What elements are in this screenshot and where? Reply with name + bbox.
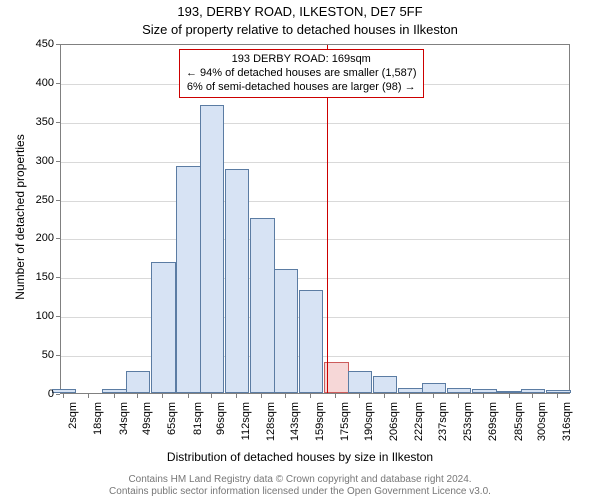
x-tick-mark	[285, 394, 286, 398]
y-tick-label: 300	[20, 155, 54, 167]
histogram-bar	[348, 371, 372, 393]
x-tick-label: 18sqm	[92, 402, 104, 462]
y-axis-label-container: Number of detached properties	[0, 0, 20, 500]
histogram-bar	[274, 269, 298, 393]
y-tick-mark	[56, 394, 60, 395]
histogram-bar	[497, 391, 521, 393]
x-tick-mark	[557, 394, 558, 398]
histogram-bar	[151, 262, 175, 393]
annotation-line: ← 94% of detached houses are smaller (1,…	[186, 67, 417, 81]
x-tick-mark	[162, 394, 163, 398]
x-tick-label: 34sqm	[118, 402, 130, 462]
y-tick-mark	[56, 238, 60, 239]
x-tick-mark	[261, 394, 262, 398]
y-axis-label: Number of detached properties	[13, 117, 27, 317]
attribution-footer: Contains HM Land Registry data © Crown c…	[0, 474, 600, 498]
footer-line-2: Contains public sector information licen…	[0, 486, 600, 498]
x-tick-label: 159sqm	[314, 402, 326, 462]
grid-line	[61, 239, 569, 240]
x-tick-mark	[88, 394, 89, 398]
x-tick-mark	[409, 394, 410, 398]
y-tick-mark	[56, 44, 60, 45]
x-tick-label: 269sqm	[487, 402, 499, 462]
chart-title-main: 193, DERBY ROAD, ILKESTON, DE7 5FF	[0, 4, 600, 19]
histogram-bar	[422, 383, 446, 393]
x-tick-mark	[310, 394, 311, 398]
y-tick-mark	[56, 277, 60, 278]
histogram-bar	[126, 371, 150, 393]
y-tick-mark	[56, 161, 60, 162]
x-tick-mark	[532, 394, 533, 398]
grid-line	[61, 278, 569, 279]
x-tick-mark	[458, 394, 459, 398]
x-tick-mark	[433, 394, 434, 398]
x-tick-label: 81sqm	[192, 402, 204, 462]
y-tick-mark	[56, 316, 60, 317]
grid-line	[61, 201, 569, 202]
histogram-bar	[102, 389, 126, 393]
x-tick-label: 316sqm	[561, 402, 573, 462]
histogram-bar	[299, 290, 323, 393]
histogram-bar	[176, 166, 200, 393]
x-tick-label: 285sqm	[513, 402, 525, 462]
x-tick-label: 253sqm	[462, 402, 474, 462]
x-tick-label: 237sqm	[437, 402, 449, 462]
histogram-bar	[225, 169, 249, 393]
x-tick-mark	[335, 394, 336, 398]
x-tick-mark	[188, 394, 189, 398]
y-tick-mark	[56, 200, 60, 201]
y-tick-label: 100	[20, 310, 54, 322]
x-tick-label: 96sqm	[215, 402, 227, 462]
footer-line-1: Contains HM Land Registry data © Crown c…	[0, 474, 600, 486]
annotation-box: 193 DERBY ROAD: 169sqm← 94% of detached …	[179, 49, 424, 98]
x-tick-mark	[359, 394, 360, 398]
histogram-bar	[250, 218, 274, 393]
y-tick-label: 400	[20, 77, 54, 89]
y-tick-mark	[56, 355, 60, 356]
x-tick-label: 175sqm	[339, 402, 351, 462]
y-tick-mark	[56, 122, 60, 123]
y-tick-label: 250	[20, 194, 54, 206]
x-tick-mark	[483, 394, 484, 398]
grid-line	[61, 162, 569, 163]
histogram-bar	[546, 390, 570, 393]
x-tick-label: 112sqm	[240, 402, 252, 462]
y-tick-label: 450	[20, 38, 54, 50]
x-tick-label: 300sqm	[536, 402, 548, 462]
y-tick-label: 150	[20, 271, 54, 283]
x-tick-label: 190sqm	[363, 402, 375, 462]
chart-title-sub: Size of property relative to detached ho…	[0, 22, 600, 37]
x-tick-mark	[114, 394, 115, 398]
x-tick-label: 2sqm	[67, 402, 79, 462]
y-tick-label: 200	[20, 232, 54, 244]
y-tick-label: 350	[20, 116, 54, 128]
annotation-line: 193 DERBY ROAD: 169sqm	[186, 53, 417, 67]
x-tick-label: 65sqm	[166, 402, 178, 462]
x-tick-label: 143sqm	[289, 402, 301, 462]
plot-area: 193 DERBY ROAD: 169sqm← 94% of detached …	[60, 44, 570, 394]
histogram-bar	[472, 389, 496, 393]
histogram-bar	[398, 388, 422, 393]
chart-container: 193, DERBY ROAD, ILKESTON, DE7 5FF Size …	[0, 0, 600, 500]
annotation-line: 6% of semi-detached houses are larger (9…	[186, 81, 417, 95]
x-tick-mark	[137, 394, 138, 398]
x-tick-label: 49sqm	[141, 402, 153, 462]
y-tick-label: 50	[20, 349, 54, 361]
y-tick-label: 0	[20, 388, 54, 400]
x-tick-label: 128sqm	[265, 402, 277, 462]
x-tick-mark	[509, 394, 510, 398]
x-tick-mark	[384, 394, 385, 398]
histogram-bar	[52, 389, 76, 393]
grid-line	[61, 123, 569, 124]
y-tick-mark	[56, 83, 60, 84]
x-tick-label: 222sqm	[413, 402, 425, 462]
x-tick-mark	[211, 394, 212, 398]
histogram-bar	[521, 389, 545, 393]
histogram-bar	[200, 105, 224, 393]
x-tick-mark	[236, 394, 237, 398]
x-tick-label: 206sqm	[388, 402, 400, 462]
histogram-bar	[447, 388, 471, 393]
x-tick-mark	[63, 394, 64, 398]
histogram-bar	[373, 376, 397, 393]
